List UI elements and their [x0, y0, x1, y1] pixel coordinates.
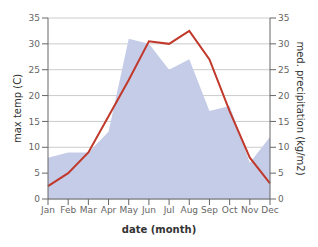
svg-text:Nov: Nov — [241, 205, 259, 215]
svg-text:Feb: Feb — [60, 205, 76, 215]
svg-text:date (month): date (month) — [122, 224, 196, 235]
svg-text:15: 15 — [278, 117, 289, 127]
svg-text:30: 30 — [29, 39, 41, 49]
svg-text:May: May — [119, 205, 138, 215]
svg-text:15: 15 — [29, 117, 40, 127]
svg-text:5: 5 — [34, 168, 40, 178]
svg-text:med. precipitation (kg/m2): med. precipitation (kg/m2) — [295, 41, 306, 175]
svg-text:35: 35 — [278, 13, 289, 23]
svg-text:20: 20 — [278, 91, 290, 101]
svg-text:30: 30 — [278, 39, 290, 49]
svg-text:10: 10 — [278, 142, 290, 152]
svg-text:Jun: Jun — [141, 205, 156, 215]
svg-text:max temp (C): max temp (C) — [12, 74, 23, 143]
svg-text:5: 5 — [278, 168, 284, 178]
svg-text:Jul: Jul — [163, 205, 175, 215]
svg-text:Dec: Dec — [261, 205, 278, 215]
svg-text:10: 10 — [29, 142, 41, 152]
svg-text:0: 0 — [278, 194, 284, 204]
svg-text:0: 0 — [34, 194, 40, 204]
svg-text:20: 20 — [29, 91, 41, 101]
svg-text:Mar: Mar — [80, 205, 97, 215]
svg-text:35: 35 — [29, 13, 40, 23]
svg-text:25: 25 — [29, 65, 40, 75]
svg-text:Oct: Oct — [222, 205, 238, 215]
svg-text:Apr: Apr — [101, 205, 117, 215]
svg-text:Sep: Sep — [201, 205, 218, 215]
svg-text:25: 25 — [278, 65, 289, 75]
svg-text:Aug: Aug — [180, 205, 198, 215]
svg-text:Jan: Jan — [40, 205, 55, 215]
